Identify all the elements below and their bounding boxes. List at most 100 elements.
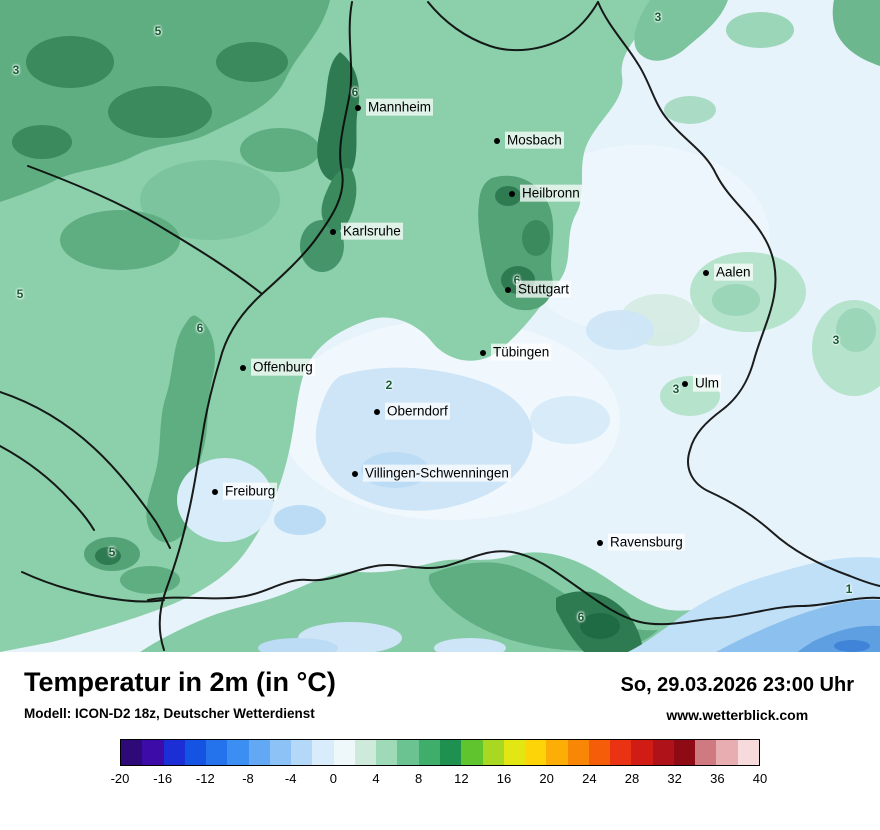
city-dot <box>355 105 361 111</box>
legend-color-bar <box>120 739 760 766</box>
city-dot <box>374 409 380 415</box>
legend-segment <box>312 740 334 765</box>
temp-value-label: 5 <box>154 24 162 38</box>
city-dot <box>509 191 515 197</box>
legend-segment <box>184 740 207 765</box>
temp-value-label: 3 <box>832 333 840 347</box>
legend-segment <box>376 740 398 765</box>
city-dot <box>480 350 486 356</box>
legend-segment <box>652 740 674 765</box>
legend-segment <box>610 740 632 765</box>
city-label: Mannheim <box>366 98 434 116</box>
border-line-northwest <box>27 165 263 295</box>
city-dot <box>597 540 603 546</box>
city-dot <box>494 138 500 144</box>
datetime-block: So, 29.03.2026 23:00 Uhr www.wetterblick… <box>621 668 854 723</box>
legend-segment <box>206 740 228 765</box>
legend-tick-label: -4 <box>284 771 297 786</box>
legend-segment <box>163 740 185 765</box>
border-line-south <box>147 550 880 626</box>
legend-segment <box>291 740 313 765</box>
temp-value-label: 6 <box>577 610 585 624</box>
city-label: Mosbach <box>505 131 564 149</box>
temp-value-label: 3 <box>672 382 680 396</box>
city-dot <box>682 381 688 387</box>
city-dot <box>240 365 246 371</box>
temp-value-label: 3 <box>654 10 662 24</box>
city-label: Aalen <box>714 263 753 281</box>
legend-segment <box>418 740 440 765</box>
border-lines <box>0 1 880 651</box>
city-label: Oberndorf <box>385 402 450 420</box>
temperature-labels-layer: 5 3 3 6 5 6 6 2 3 3 5 1 6 <box>13 10 853 624</box>
temp-value-label: 1 <box>845 582 853 596</box>
legend-segment <box>695 740 717 765</box>
legend-segment <box>248 740 270 765</box>
legend-segment <box>673 740 696 765</box>
legend-segment <box>525 740 547 765</box>
legend-tick-label: 20 <box>539 771 554 786</box>
legend-segment <box>631 740 653 765</box>
legend-tick-label: 36 <box>710 771 725 786</box>
legend-segment <box>567 740 589 765</box>
legend-segment <box>546 740 568 765</box>
temp-value-label: 5 <box>108 545 116 559</box>
title-block: Temperatur in 2m (in °C) Modell: ICON-D2… <box>24 667 336 721</box>
info-bar: Temperatur in 2m (in °C) Modell: ICON-D2… <box>0 652 880 723</box>
city-label: Heilbronn <box>520 184 582 202</box>
border-line-east <box>597 1 880 587</box>
city-label: Tübingen <box>491 343 552 361</box>
legend-tick-label: 24 <box>582 771 597 786</box>
legend-tick-labels: -20 -16 -12 -8 -4 0 4 8 12 16 20 24 28 32 36 40 <box>111 771 768 789</box>
temp-value-label: 6 <box>351 85 359 99</box>
city-label: Ravensburg <box>608 533 685 551</box>
legend-segment <box>716 740 738 765</box>
city-label: Ulm <box>693 374 721 392</box>
map-title: Temperatur in 2m (in °C) <box>24 667 336 697</box>
legend-segment <box>142 740 164 765</box>
city-label: Stuttgart <box>516 280 572 298</box>
city-dot <box>330 229 336 235</box>
legend-tick-label: 16 <box>496 771 512 786</box>
legend-segment <box>354 740 377 765</box>
city-dot <box>212 489 218 495</box>
city-markers-layer: Mannheim Mosbach Heilbronn Karlsruhe Stuttga… <box>212 98 753 551</box>
legend-tick-label: 8 <box>415 771 423 786</box>
city-label: Karlsruhe <box>341 222 403 240</box>
border-line-southwest-3 <box>21 571 165 603</box>
city-label: Freiburg <box>223 482 278 500</box>
border-line-southwest-1 <box>0 391 171 549</box>
temp-value-label: 6 <box>196 321 204 335</box>
legend-tick-label: 12 <box>454 771 469 786</box>
legend-segment <box>588 740 611 765</box>
legend-tick-label: 40 <box>752 771 768 786</box>
legend-tick-label: -8 <box>242 771 254 786</box>
legend-segment <box>227 740 249 765</box>
legend-segment <box>269 740 292 765</box>
legend-tick-label: 32 <box>667 771 682 786</box>
legend-tick-label: 28 <box>624 771 640 786</box>
legend-segment <box>439 740 462 765</box>
legend-segment <box>397 740 419 765</box>
valid-datetime: So, 29.03.2026 23:00 Uhr <box>620 674 854 696</box>
legend-tick-label: -20 <box>110 771 130 786</box>
legend-segment <box>461 740 483 765</box>
weather-map: 5 3 3 6 5 6 6 2 3 3 5 1 6 Mannheim Mosbach Heilbronn Ka… <box>0 0 880 652</box>
city-label: Offenburg <box>251 358 315 376</box>
city-dot <box>352 471 358 477</box>
legend-tick-label: 4 <box>372 771 380 786</box>
legend-tick-label: -16 <box>153 771 173 786</box>
legend-segment <box>737 740 759 765</box>
city-dot <box>703 270 709 276</box>
border-line-north <box>427 1 599 52</box>
legend-segment <box>503 740 526 765</box>
legend-segment <box>121 740 143 765</box>
city-dot <box>505 287 511 293</box>
legend-tick-label: 0 <box>329 771 337 786</box>
model-info: Modell: ICON-D2 18z, Deutscher Wetterdie… <box>24 705 315 721</box>
city-label: Villingen-Schwenningen <box>363 464 511 482</box>
border-line-west <box>158 1 353 651</box>
legend-segment <box>333 740 355 765</box>
website-url: www.wetterblick.com <box>666 707 809 723</box>
border-line-southwest-2 <box>0 445 95 531</box>
